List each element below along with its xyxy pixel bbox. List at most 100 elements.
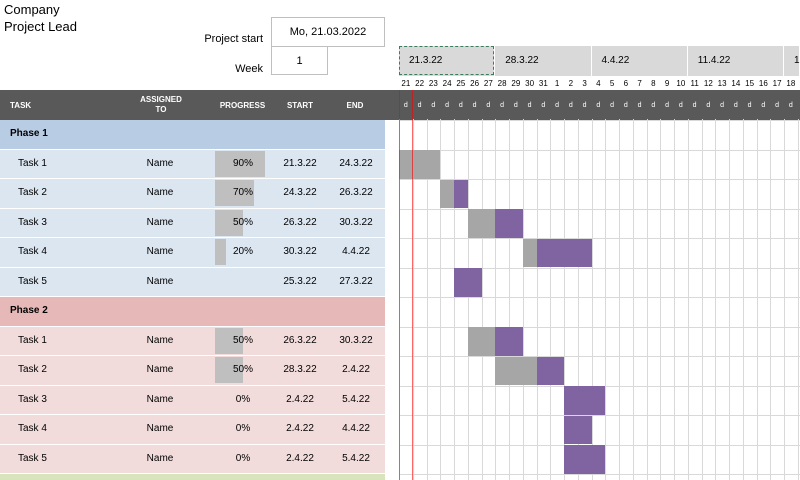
grid-line-vertical: [454, 119, 455, 480]
table-row[interactable]: 0% Task 4 Name 2.4.22 4.4.22: [0, 415, 385, 445]
table-header: TASK ASSIGNED TO PROGRESS START END: [0, 90, 800, 120]
table-row[interactable]: 50% Task 2 Name 28.3.22 2.4.22: [0, 356, 385, 386]
end-date: 30.3.22: [339, 216, 373, 228]
table-row[interactable]: 50% Task 3 Name 26.3.22 30.3.22: [0, 208, 385, 238]
table-row[interactable]: 20% Task 4 Name 30.3.22 4.4.22: [0, 238, 385, 268]
gantt-bar-remaining[interactable]: [536, 356, 564, 385]
day-letter: d: [582, 102, 587, 109]
day-letter: d: [733, 102, 738, 109]
day-letter: d: [720, 102, 725, 109]
phase-row[interactable]: Phase 2: [0, 297, 385, 327]
day-letter: d: [761, 102, 766, 109]
day-number: 31: [538, 79, 548, 88]
week-header: 11.4.22: [687, 46, 784, 76]
table-row[interactable]: 50% Task 1 Name 26.3.22 30.3.22: [0, 326, 385, 356]
table-row[interactable]: 90% Task 1 Name 21.3.22 24.3.22: [0, 149, 385, 179]
grid-line-vertical: [797, 119, 799, 480]
week-header: 28.3.22: [495, 46, 592, 76]
col-start: START: [286, 101, 314, 110]
assigned-to: Name: [146, 187, 174, 198]
day-letter: d: [651, 102, 656, 109]
day-number: 24: [442, 79, 452, 88]
grid-line-vertical: [660, 119, 662, 480]
gantt-bar-remaining[interactable]: [536, 238, 592, 267]
table-row[interactable]: 0% Task 5 Name 2.4.22 5.4.22: [0, 444, 385, 474]
gantt-bar-remaining[interactable]: [495, 209, 523, 238]
progress-value: 20%: [232, 246, 253, 257]
start-date: 25.3.22: [283, 275, 317, 287]
grid-line-vertical: [495, 119, 497, 480]
progress-value: 90%: [232, 157, 253, 169]
gantt-bar-remaining[interactable]: [454, 268, 482, 297]
day-letter: d: [692, 102, 697, 109]
day-letter: d: [596, 102, 601, 109]
gantt-bar-completed[interactable]: [399, 150, 441, 179]
gantt-bar-completed[interactable]: [467, 327, 496, 356]
start-date: 2.4.22: [286, 452, 314, 464]
grid-line-vertical: [605, 119, 607, 480]
day-letter: d: [788, 102, 793, 109]
phase-row[interactable]: Phase 1: [0, 120, 385, 150]
day-number: 27: [483, 79, 493, 88]
gantt-bar-remaining[interactable]: [564, 445, 606, 474]
grid-line-vertical: [687, 119, 689, 480]
col-end: END: [346, 101, 364, 110]
assigned-to: Name: [146, 452, 174, 464]
day-letter: d: [445, 102, 450, 109]
gantt-bar-completed[interactable]: [467, 209, 496, 238]
grid-line-vertical: [756, 119, 758, 480]
table-row[interactable]: Task 5 Name 25.3.22 27.3.22: [0, 267, 385, 297]
week-header: 4.4.22: [591, 46, 688, 76]
project-start-field[interactable]: Mo, 21.03.2022: [271, 17, 385, 47]
day-number: 9: [664, 79, 670, 88]
day-letter: d: [458, 102, 463, 109]
grid-line-vertical: [674, 119, 675, 480]
gantt-bar-remaining[interactable]: [564, 386, 606, 415]
company-name: Company: [4, 2, 60, 17]
grid-line-vertical: [742, 119, 744, 480]
grid-line-horizontal: [399, 149, 800, 151]
week-header: 18: [784, 46, 800, 76]
gantt-bar-completed[interactable]: [495, 356, 537, 385]
grid-line-vertical: [770, 119, 772, 480]
day-letter: d: [568, 102, 573, 109]
col-task: TASK: [10, 101, 32, 110]
day-number: 3: [582, 79, 587, 88]
day-number: 25: [456, 79, 466, 88]
grid-line-horizontal: [399, 208, 800, 210]
day-number: 10: [676, 79, 686, 88]
task-name: Task 5: [18, 275, 47, 287]
grid-line-vertical: [550, 119, 552, 480]
gantt-bar-remaining[interactable]: [564, 415, 592, 444]
day-letter: d: [623, 102, 628, 109]
day-letter: d: [527, 102, 532, 109]
day-letter: d: [637, 102, 642, 109]
gantt-bar-remaining[interactable]: [454, 179, 468, 208]
day-number: 2: [568, 79, 574, 88]
gantt-bar-completed[interactable]: [440, 179, 454, 208]
day-number: 17: [772, 79, 782, 88]
grid-line-vertical: [481, 119, 483, 480]
table-row[interactable]: 70% Task 2 Name 24.3.22 26.3.22: [0, 179, 385, 209]
assigned-to: Name: [146, 393, 174, 405]
col-progress: PROGRESS: [219, 101, 266, 110]
day-number: 1: [554, 79, 560, 88]
day-letter: d: [486, 102, 491, 109]
gantt-bar-remaining[interactable]: [495, 327, 523, 356]
day-letter: d: [610, 102, 615, 109]
day-number: 30: [525, 79, 535, 88]
project-start-label: Project start: [204, 33, 263, 45]
table-row[interactable]: 0% Task 3 Name 2.4.22 5.4.22: [0, 385, 385, 415]
grid-line-vertical: [619, 119, 620, 480]
assigned-to: Name: [146, 246, 174, 257]
assigned-to: Name: [146, 334, 174, 346]
start-date: 24.3.22: [283, 187, 317, 198]
progress-value: [215, 268, 271, 296]
grid-line-vertical: [440, 119, 442, 480]
start-date: 2.4.22: [286, 423, 314, 434]
day-number: 15: [745, 79, 755, 88]
assigned-to: Name: [146, 423, 174, 434]
gantt-bar-completed[interactable]: [522, 238, 537, 267]
start-date: 30.3.22: [283, 246, 317, 257]
week-field[interactable]: 1: [271, 46, 328, 75]
